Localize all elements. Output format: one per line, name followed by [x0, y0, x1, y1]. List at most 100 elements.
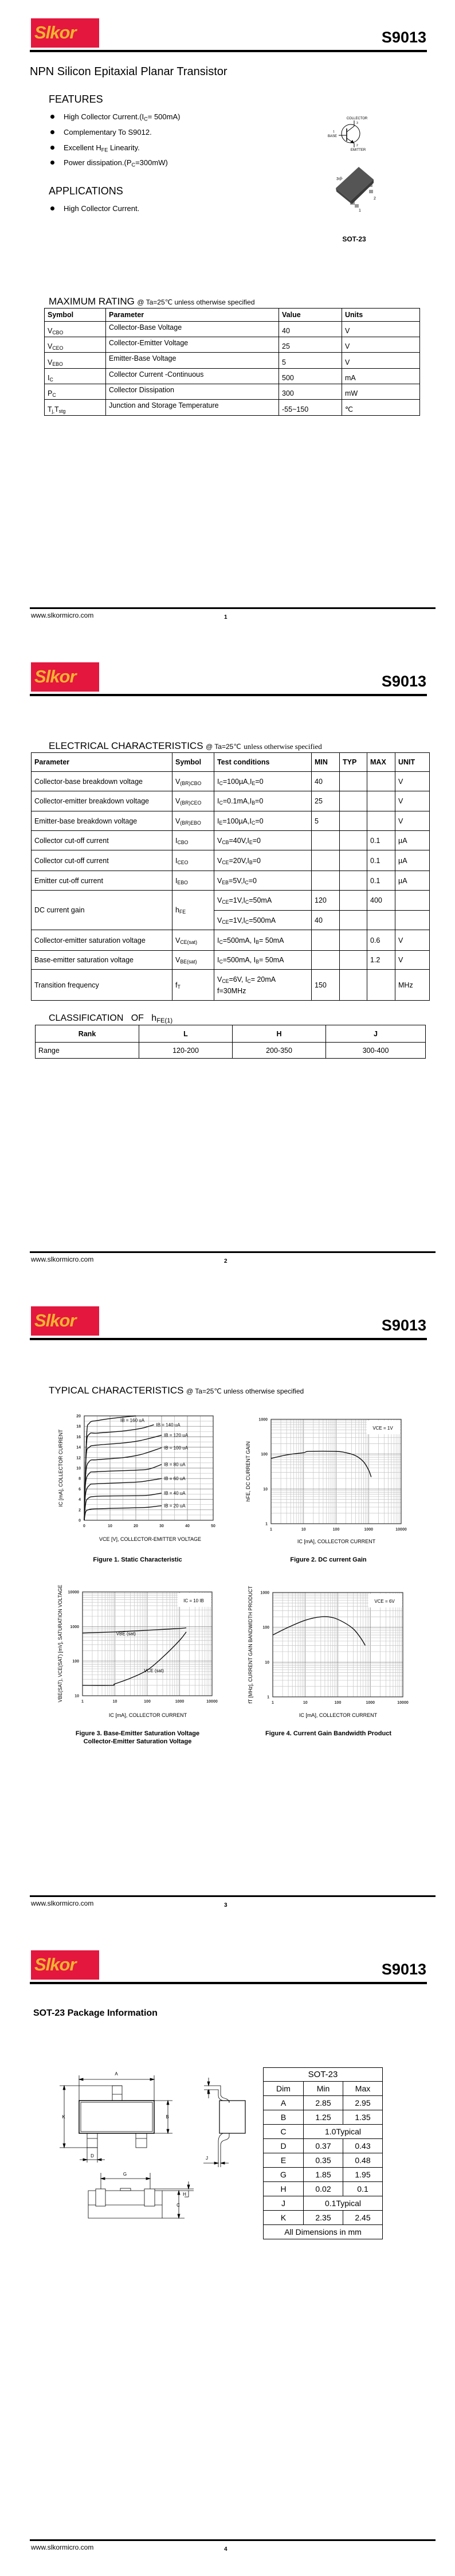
series-label: VCE (sat) [144, 1668, 164, 1673]
subscript-text: EB [222, 879, 229, 885]
value-cell: 500 [279, 368, 342, 384]
text-segment: V [48, 327, 53, 335]
conditions-text: VCE=20V,IB=0 [217, 857, 308, 865]
subscript-text: stg [58, 408, 66, 415]
page-number: 3 [224, 1902, 227, 1908]
typical-characteristics-charts: 0 10 20 30 40 50 0 2 4 6 8 10 12 14 16 18 20 IB = 20 uA IB… [57, 1415, 409, 1719]
table-row: Emitter-base breakdown voltage V(BR)EBO IE… [31, 811, 430, 831]
column-header: Value [279, 308, 342, 322]
series-line [84, 1492, 162, 1521]
max-cell [367, 791, 395, 811]
header-row: Symbol Parameter Value Units [44, 308, 420, 322]
chart-4-xlabel: IC [mA], COLLECTOR CURRENT [299, 1712, 378, 1718]
value-cell: 300 [279, 384, 342, 400]
x-tick-label: 1 [81, 1700, 84, 1704]
series-label: VBE (sat) [116, 1632, 136, 1637]
unit-cell: V [395, 811, 430, 831]
chart-annotation: VCE = 6V [374, 1599, 395, 1604]
plot-frame [82, 1591, 213, 1696]
text-segment: I [217, 817, 219, 825]
typ-cell [339, 830, 367, 850]
logo-text: Slkor [34, 666, 77, 686]
symbol-cell: VBE(sat) [172, 950, 214, 970]
x-tick-label: 1000 [364, 1528, 373, 1532]
text-segment: V [217, 836, 222, 845]
conditions-cell: IC=0.1mA,IB=0 [214, 791, 312, 811]
parameter-cell: Emitter-Base Voltage [105, 352, 279, 369]
header-row: Rank L H J [35, 1025, 426, 1043]
conditions-cell: IE=100µA,IC=0 [214, 811, 312, 831]
y-tick-label: 1000 [70, 1625, 79, 1629]
text-segment: =1V,I [229, 916, 245, 924]
conditions-cell: IC=500mA, IB= 50mA [214, 950, 312, 970]
plot-frame [270, 1419, 402, 1524]
conditions-cell: VCE=1V,IC=500mA [214, 910, 312, 930]
max-cell: 1.35 [342, 2110, 383, 2125]
text-segment: I [217, 797, 219, 805]
subscript-text: CEO [177, 859, 189, 865]
unit-cell: V [395, 950, 430, 970]
text-segment: I [175, 876, 178, 885]
subscript-text: (BR)CEO [180, 800, 202, 806]
table-row: Base-emitter saturation voltage VBE(sat) I… [31, 950, 430, 970]
symbol-cell: V(BR)CBO [172, 771, 214, 791]
units-cell: V [342, 352, 420, 369]
subscript-text: EBO [52, 361, 63, 368]
dim-cell: K [263, 2210, 304, 2225]
subscript-text: B [256, 959, 259, 965]
page-number: 1 [224, 614, 227, 620]
column-header: Symbol [44, 308, 106, 322]
collector-label: COLLECTOR [347, 117, 368, 120]
parameter-cell: Collector-Emitter Voltage [105, 337, 279, 353]
feature-text: High Collector Current.(IC= 500mA) [64, 112, 181, 122]
subscript-text: C [219, 780, 223, 786]
grid [84, 1415, 214, 1521]
typ-cell [339, 910, 367, 930]
dimension-row: B 1.25 1.35 [263, 2110, 383, 2125]
symbol-cell: VCBO [44, 321, 106, 337]
subscript-text: CE [222, 899, 229, 905]
logo-text: Slkor [34, 1954, 77, 1974]
chart-1-ylabel: IC [mA], COLLECTOR CURRENT [58, 1429, 64, 1506]
column-header: TYP [339, 752, 367, 772]
figure-4-caption: Figure 4. Current Gain Bandwidth Product [265, 1730, 391, 1737]
table-row: Collector cut-off current ICEO VCE=20V,IB=… [31, 850, 430, 871]
chart-1-xlabel: VCE [V], COLLECTOR-EMITTER VOLTAGE [99, 1536, 201, 1542]
series-line [82, 1627, 187, 1634]
slkor-logo: Slkor [31, 1950, 99, 1980]
unit-cell: µA [395, 850, 430, 871]
table-row: VEBO Emitter-Base Voltage 5 V [44, 352, 420, 369]
table-row: VCE=1V,IC=500mA 40 [32, 910, 430, 930]
subscript-text: CB [222, 839, 229, 845]
symbol-cell: ICBO [172, 830, 214, 850]
y-tick-label: 20 [76, 1415, 81, 1419]
text-segment: =0 [255, 797, 264, 805]
title-row: SOT-23 [262, 2067, 383, 2082]
text-segment: V [217, 896, 222, 904]
header-rule [30, 50, 427, 52]
table-row: Collector cut-off current ICBO VCB=40V,IE=… [31, 830, 430, 850]
y-tick-label: 2 [79, 1508, 81, 1512]
electrical-condition-suffix: unless otherwise specified [244, 742, 322, 751]
conditions-text: IC=500mA, IB= 50mA [217, 936, 308, 945]
y-tick-label: 1000 [258, 1418, 268, 1422]
column-header: MAX [367, 752, 395, 772]
column-header: Max [342, 2081, 383, 2096]
conditions-cell: VCE=20V,IB=0 [214, 850, 312, 871]
text-segment: T [54, 405, 59, 413]
x-tick-label: 1 [270, 1528, 272, 1532]
rank-header: L [139, 1025, 233, 1043]
text-segment: = 500mA) [147, 112, 181, 121]
package-info-heading: SOT-23 Package Information [33, 2008, 158, 2018]
text-segment: I [217, 936, 219, 944]
series-line [84, 1424, 154, 1521]
bullet-icon [50, 130, 54, 134]
page-2: Slkor S9013 ELECTRICAL CHARACTERISTICS @… [0, 644, 455, 1288]
feature-item: High Collector Current.(IC= 500mA) [50, 109, 180, 124]
max-cell: 400 [367, 890, 395, 911]
parameter-cell: Base-emitter saturation voltage [31, 950, 172, 970]
annotation-box [178, 1593, 211, 1607]
series-line [270, 1450, 372, 1477]
base-label: BASE [328, 135, 337, 138]
min-cell: 40 [311, 910, 340, 930]
